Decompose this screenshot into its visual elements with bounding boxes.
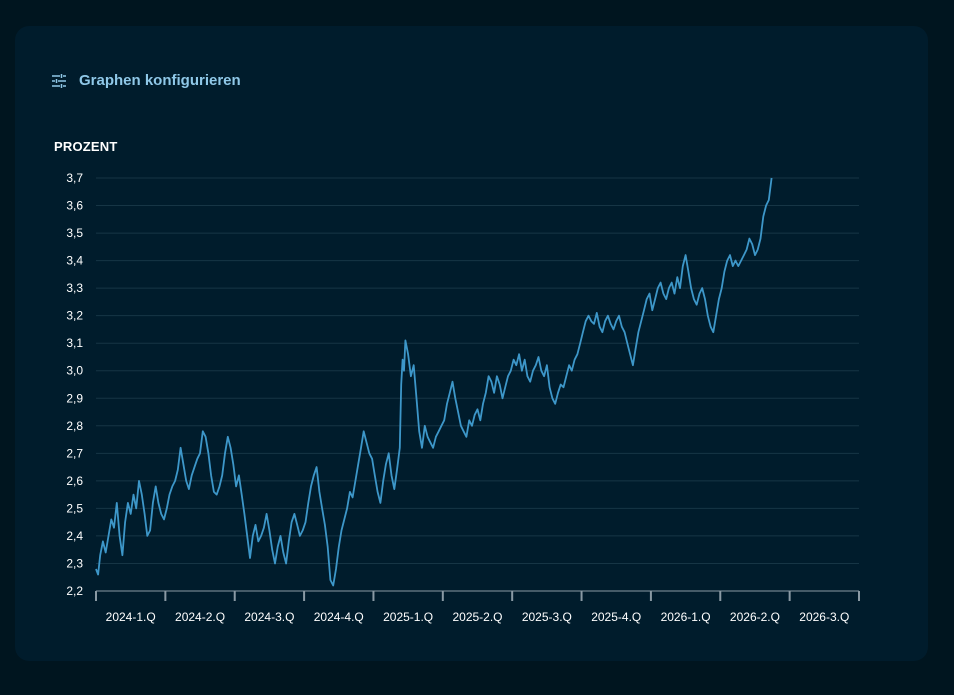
y-tick-label: 2,9 xyxy=(66,391,83,405)
x-tick-label: 2026-1.Q xyxy=(661,610,711,624)
x-tick-label: 2024-1.Q xyxy=(106,610,156,624)
y-tick-label: 2,5 xyxy=(66,501,83,515)
x-tick-label: 2025-1.Q xyxy=(383,610,433,624)
y-tick-labels: 2,2 2,3 2,4 2,5 2,6 2,7 2,8 2,9 3,0 3,1 3,2 3,3 3,4 3… xyxy=(66,171,83,598)
x-tick-label: 2026-2.Q xyxy=(730,610,780,624)
x-tick-label: 2025-2.Q xyxy=(452,610,502,624)
y-tick-label: 2,7 xyxy=(66,446,83,460)
x-tick-label: 2024-4.Q xyxy=(314,610,364,624)
y-tick-label: 2,4 xyxy=(66,529,83,543)
y-tick-label: 2,8 xyxy=(66,419,83,433)
x-tick-label: 2024-3.Q xyxy=(244,610,294,624)
x-axis xyxy=(95,590,860,601)
y-tick-label: 3,6 xyxy=(66,199,83,213)
x-tick-label: 2025-3.Q xyxy=(522,610,572,624)
x-tick-label: 2024-2.Q xyxy=(175,610,225,624)
y-tick-label: 2,2 xyxy=(66,584,83,598)
y-tick-label: 3,3 xyxy=(66,281,83,295)
y-tick-label: 3,2 xyxy=(66,309,83,323)
y-tick-label: 3,4 xyxy=(66,254,83,268)
y-tick-label: 2,3 xyxy=(66,556,83,570)
y-tick-label: 3,1 xyxy=(66,336,83,350)
y-tick-label: 3,5 xyxy=(66,226,83,240)
x-tick-label: 2026-3.Q xyxy=(799,610,849,624)
configure-graph-label: Graphen konfigurieren xyxy=(79,72,241,89)
sliders-icon xyxy=(51,73,67,88)
configure-graph-button[interactable]: Graphen konfigurieren xyxy=(51,72,241,89)
x-tick-labels: 2024-1.Q 2024-2.Q 2024-3.Q 2024-4.Q 2025-1.Q… xyxy=(106,610,850,624)
y-tick-label: 2,6 xyxy=(66,474,83,488)
series-line xyxy=(95,177,773,587)
x-tick-label: 2025-4.Q xyxy=(591,610,641,624)
y-tick-label: 3,7 xyxy=(66,171,83,185)
y-axis-title: PROZENT xyxy=(54,139,118,154)
y-tick-label: 3,0 xyxy=(66,364,83,378)
grid-lines xyxy=(96,177,859,592)
